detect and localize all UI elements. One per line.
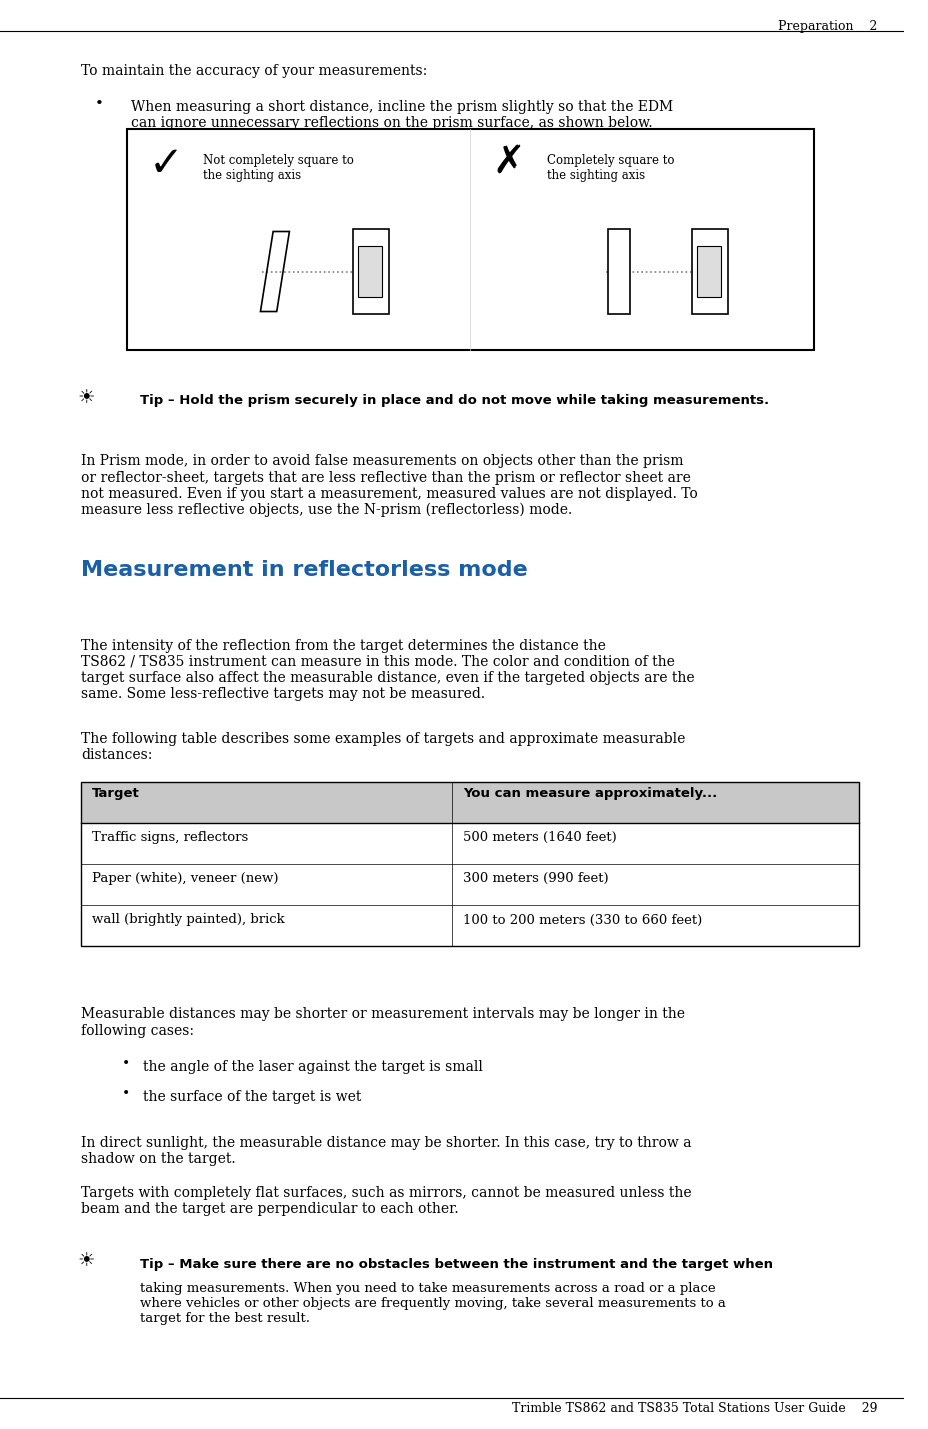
FancyBboxPatch shape — [353, 229, 389, 314]
Text: Traffic signs, reflectors: Traffic signs, reflectors — [92, 832, 248, 845]
FancyBboxPatch shape — [697, 246, 720, 297]
Text: Completely square to
the sighting axis: Completely square to the sighting axis — [547, 154, 674, 183]
FancyBboxPatch shape — [82, 782, 858, 823]
Text: The intensity of the reflection from the target determines the distance the
TS86: The intensity of the reflection from the… — [82, 639, 694, 702]
Text: wall (brightly painted), brick: wall (brightly painted), brick — [92, 913, 285, 926]
Text: taking measurements. When you need to take measurements across a road or a place: taking measurements. When you need to ta… — [140, 1282, 726, 1325]
Text: ☀: ☀ — [77, 387, 95, 407]
Text: 100 to 200 meters (330 to 660 feet): 100 to 200 meters (330 to 660 feet) — [462, 913, 702, 926]
Text: •: • — [95, 97, 104, 111]
Text: In direct sunlight, the measurable distance may be shorter. In this case, try to: In direct sunlight, the measurable dista… — [82, 1136, 691, 1166]
Text: the angle of the laser against the target is small: the angle of the laser against the targe… — [143, 1060, 483, 1075]
Text: The following table describes some examples of targets and approximate measurabl: The following table describes some examp… — [82, 732, 685, 762]
Text: Trimble TS862 and TS835 Total Stations User Guide    29: Trimble TS862 and TS835 Total Stations U… — [511, 1402, 876, 1415]
Text: ✓: ✓ — [149, 143, 184, 184]
Text: Measurement in reflectorless mode: Measurement in reflectorless mode — [82, 560, 528, 580]
Text: Tip – Make sure there are no obstacles between the instrument and the target whe: Tip – Make sure there are no obstacles b… — [140, 1258, 772, 1270]
Text: You can measure approximately...: You can measure approximately... — [462, 787, 716, 800]
Text: When measuring a short distance, incline the prism slightly so that the EDM
can : When measuring a short distance, incline… — [131, 100, 673, 130]
Text: Targets with completely flat surfaces, such as mirrors, cannot be measured unles: Targets with completely flat surfaces, s… — [82, 1186, 691, 1216]
Text: Not completely square to
the sighting axis: Not completely square to the sighting ax… — [203, 154, 354, 183]
Text: Target: Target — [92, 787, 140, 800]
Text: Tip – Hold the prism securely in place and do not move while taking measurements: Tip – Hold the prism securely in place a… — [140, 394, 768, 407]
FancyBboxPatch shape — [126, 129, 813, 350]
FancyBboxPatch shape — [607, 229, 630, 314]
Text: the surface of the target is wet: the surface of the target is wet — [143, 1090, 361, 1105]
Text: 300 meters (990 feet): 300 meters (990 feet) — [462, 872, 608, 886]
Text: Paper (white), veneer (new): Paper (white), veneer (new) — [92, 872, 278, 886]
Text: Preparation    2: Preparation 2 — [777, 20, 876, 33]
FancyBboxPatch shape — [691, 229, 728, 314]
Text: Measurable distances may be shorter or measurement intervals may be longer in th: Measurable distances may be shorter or m… — [82, 1007, 685, 1037]
FancyBboxPatch shape — [358, 246, 381, 297]
Text: 500 meters (1640 feet): 500 meters (1640 feet) — [462, 832, 616, 845]
Text: In Prism mode, in order to avoid false measurements on objects other than the pr: In Prism mode, in order to avoid false m… — [82, 454, 698, 517]
Text: ☀: ☀ — [77, 1250, 95, 1270]
Text: To maintain the accuracy of your measurements:: To maintain the accuracy of your measure… — [82, 64, 427, 79]
Text: •: • — [122, 1057, 130, 1072]
Text: •: • — [122, 1087, 130, 1102]
Text: ✗: ✗ — [493, 143, 525, 181]
